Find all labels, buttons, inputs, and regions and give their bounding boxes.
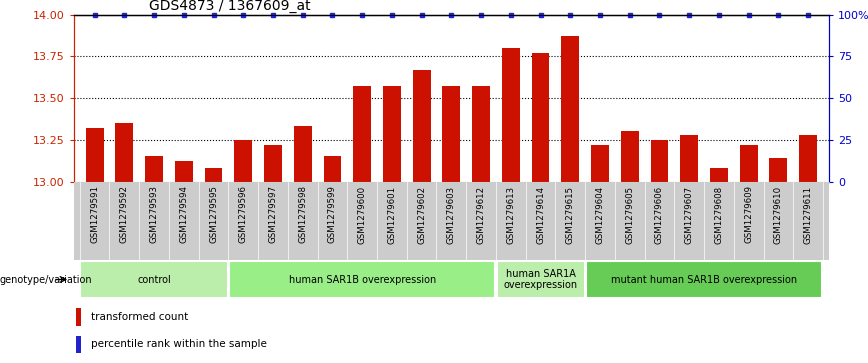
Bar	[531, 53, 549, 181]
Text: GSM1279600: GSM1279600	[358, 185, 366, 244]
Text: GSM1279603: GSM1279603	[447, 185, 456, 244]
Bar	[174, 162, 193, 182]
Text: human SAR1A
overexpression: human SAR1A overexpression	[503, 269, 577, 290]
Bar	[740, 145, 758, 182]
Text: GSM1279592: GSM1279592	[120, 185, 128, 244]
FancyBboxPatch shape	[586, 261, 822, 298]
Bar	[145, 156, 163, 182]
Text: GSM1279599: GSM1279599	[328, 185, 337, 243]
Text: GSM1279597: GSM1279597	[268, 185, 278, 244]
Text: control: control	[137, 274, 171, 285]
Bar	[293, 126, 312, 182]
Bar	[650, 140, 668, 182]
Bar	[76, 336, 81, 354]
Text: GSM1279606: GSM1279606	[655, 185, 664, 244]
Text: GSM1279608: GSM1279608	[714, 185, 723, 244]
Text: GSM1279602: GSM1279602	[418, 185, 426, 244]
Text: GSM1279604: GSM1279604	[595, 185, 604, 244]
FancyBboxPatch shape	[496, 261, 584, 298]
Bar	[86, 128, 103, 182]
Text: GSM1279610: GSM1279610	[774, 185, 783, 244]
Text: percentile rank within the sample: percentile rank within the sample	[91, 339, 267, 349]
Text: genotype/variation: genotype/variation	[0, 274, 93, 285]
Text: GSM1279591: GSM1279591	[90, 185, 99, 244]
Bar	[264, 145, 282, 182]
Text: GSM1279611: GSM1279611	[804, 185, 812, 244]
Bar	[383, 86, 401, 182]
Bar	[324, 156, 341, 182]
Text: GSM1279594: GSM1279594	[180, 185, 188, 244]
Text: GSM1279596: GSM1279596	[239, 185, 247, 244]
Bar	[205, 168, 222, 182]
Bar	[502, 48, 520, 182]
FancyBboxPatch shape	[229, 261, 496, 298]
Text: GSM1279605: GSM1279605	[625, 185, 635, 244]
Text: transformed count: transformed count	[91, 311, 188, 322]
Text: GSM1279598: GSM1279598	[299, 185, 307, 244]
Bar	[353, 86, 372, 182]
Text: mutant human SAR1B overexpression: mutant human SAR1B overexpression	[611, 274, 797, 285]
Text: GDS4873 / 1367609_at: GDS4873 / 1367609_at	[149, 0, 311, 13]
Text: GSM1279613: GSM1279613	[506, 185, 516, 244]
Bar	[681, 135, 698, 182]
Bar	[234, 140, 253, 182]
Text: GSM1279609: GSM1279609	[744, 185, 753, 244]
Text: GSM1279615: GSM1279615	[566, 185, 575, 244]
Bar	[710, 168, 728, 182]
Bar	[591, 145, 609, 182]
Bar	[443, 86, 460, 182]
Text: human SAR1B overexpression: human SAR1B overexpression	[288, 274, 436, 285]
Text: GSM1279607: GSM1279607	[685, 185, 694, 244]
FancyBboxPatch shape	[81, 261, 227, 298]
Text: GSM1279601: GSM1279601	[387, 185, 397, 244]
Text: GSM1279593: GSM1279593	[149, 185, 159, 244]
Text: GSM1279612: GSM1279612	[477, 185, 485, 244]
Bar	[412, 70, 431, 182]
Bar	[769, 158, 787, 182]
Text: GSM1279595: GSM1279595	[209, 185, 218, 244]
Bar	[621, 131, 639, 182]
Bar	[472, 86, 490, 182]
Bar	[562, 36, 579, 182]
Bar	[799, 135, 817, 182]
Bar	[76, 308, 81, 326]
Text: GSM1279614: GSM1279614	[536, 185, 545, 244]
Bar	[115, 123, 134, 182]
